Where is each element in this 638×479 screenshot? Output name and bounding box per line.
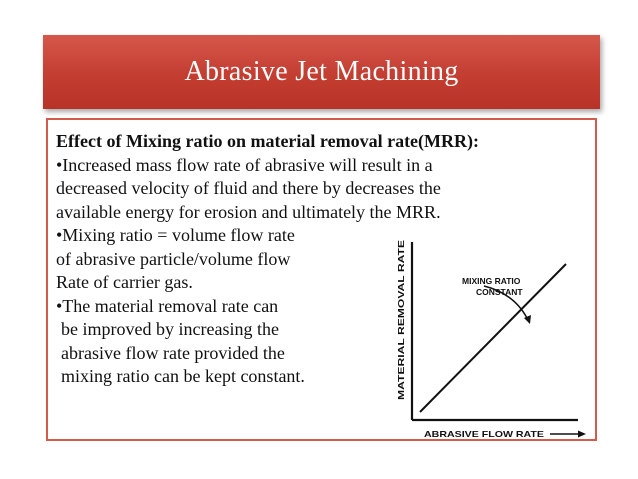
annotation-line-2: CONSTANT — [476, 287, 523, 297]
series-line — [419, 263, 567, 413]
text-line-7: •The material removal rate can — [56, 295, 279, 316]
y-axis-label: MATERIAL REMOVAL RATE — [396, 240, 406, 400]
title-bar: Abrasive Jet Machining — [43, 35, 600, 109]
annotation-line-1: MIXING RATIO — [462, 276, 521, 286]
text-line-3: available energy for erosion and ultimat… — [56, 201, 441, 222]
text-line-10: mixing ratio can be kept constant. — [61, 366, 305, 386]
mrr-graph-svg: MIXING RATIO CONSTANT MATERIAL REMOVAL R… — [396, 240, 586, 439]
annotation-arrowhead — [524, 315, 531, 324]
section-heading: Effect of Mixing ratio on material remov… — [56, 131, 480, 151]
content-box: Effect of Mixing ratio on material remov… — [46, 118, 597, 441]
text-line-2: decreased velocity of fluid and there by… — [56, 178, 441, 198]
text-line-1: •Increased mass flow rate of abrasive wi… — [56, 154, 433, 175]
text-line-8: be improved by increasing the — [61, 319, 279, 339]
mrr-graph: MIXING RATIO CONSTANT MATERIAL REMOVAL R… — [366, 232, 592, 444]
slide-title: Abrasive Jet Machining — [184, 56, 459, 87]
text-line-5: of abrasive particle/volume flow — [56, 248, 291, 269]
x-label-arrowhead — [578, 430, 586, 438]
content-text: Effect of Mixing ratio on material remov… — [56, 130, 596, 389]
x-axis-label: ABRASIVE FLOW RATE — [424, 429, 544, 439]
text-line-6: Rate of carrier gas. — [56, 272, 193, 292]
text-line-9: abrasive flow rate provided the — [61, 342, 285, 363]
text-line-4: •Mixing ratio = volume flow rate — [56, 225, 295, 245]
